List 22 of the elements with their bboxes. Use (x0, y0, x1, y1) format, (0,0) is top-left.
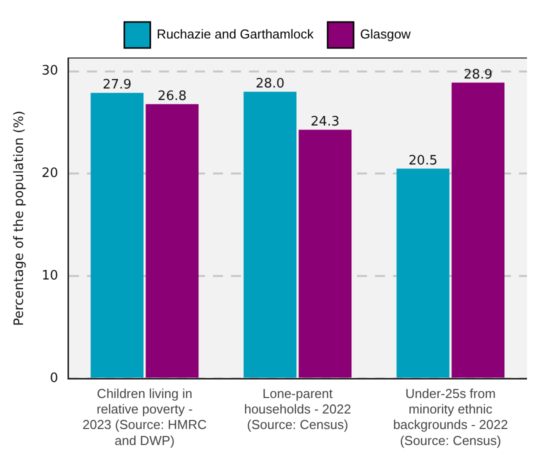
y-tick-label: 20 (42, 166, 58, 182)
y-tick-label: 10 (42, 268, 58, 284)
data-label: 27.9 (102, 78, 132, 93)
data-label: 24.3 (310, 114, 340, 130)
data-label: 20.5 (408, 153, 438, 168)
bar (244, 92, 296, 378)
bar (90, 92, 144, 378)
data-label: 28.0 (256, 76, 285, 92)
y-tick-label: 0 (50, 370, 58, 386)
legend-label: Ruchazie and Garthamlock (156, 26, 314, 42)
legend-label: Glasgow (360, 26, 412, 42)
bar (396, 168, 450, 378)
data-label: 26.8 (158, 88, 187, 104)
y-axis-title: Percentage of the population (%) (12, 110, 28, 326)
x-tick-label: Lone-parent households - 2022 (Source: Census) (244, 386, 352, 432)
x-tick-label: Under-25s from minority ethnic backgrounds - 2022 (Source: Census) (393, 386, 508, 448)
bar (452, 82, 504, 378)
x-tick-label: Children living in relative poverty - 2023 (Source: HMRC and DWP) (82, 386, 207, 448)
y-tick-label: 30 (42, 64, 58, 79)
data-label: 28.9 (464, 67, 493, 82)
bar (146, 104, 199, 378)
bar (298, 130, 352, 378)
